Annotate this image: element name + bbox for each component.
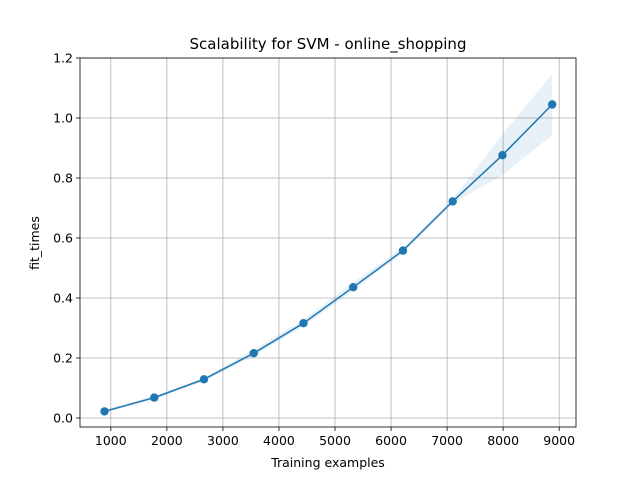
x-tick-label: 4000 (263, 433, 295, 448)
x-tick-label: 7000 (431, 433, 463, 448)
series-line (104, 103, 553, 413)
series-line-layer (104, 103, 553, 413)
axes-frame (79, 57, 577, 428)
data-point (498, 151, 507, 160)
data-point (448, 197, 457, 206)
y-tick-label: 1.0 (53, 111, 73, 126)
confidence-band-layer (104, 73, 553, 413)
y-tick-label: 0.8 (53, 171, 73, 186)
x-tick-label: 1000 (95, 433, 127, 448)
x-tick-label: 8000 (487, 433, 519, 448)
y-tick-label: 0.2 (53, 351, 73, 366)
data-point (349, 283, 358, 292)
y-tick-label: 0.4 (53, 291, 73, 306)
x-tick-label: 2000 (151, 433, 183, 448)
chart-title: Scalability for SVM - online_shopping (190, 35, 467, 54)
y-tick-label: 0.6 (53, 231, 73, 246)
data-point (249, 349, 258, 358)
series-points-layer (100, 100, 557, 416)
data-point (547, 100, 557, 109)
x-tick-label: 6000 (375, 433, 407, 448)
x-tick-label: 9000 (543, 433, 575, 448)
y-tick-label: 1.2 (53, 51, 73, 66)
y-axis-label: fit_times (27, 216, 42, 270)
x-tick-label: 5000 (319, 433, 351, 448)
y-tick-label: 0.0 (53, 411, 73, 426)
x-axis-label: Training examples (270, 455, 385, 470)
confidence-band (104, 73, 553, 413)
data-point (398, 246, 408, 255)
data-point (299, 319, 308, 328)
axes-frame-layer (79, 57, 577, 428)
data-point (150, 393, 159, 402)
x-tick-label: 3000 (207, 433, 239, 448)
data-point (199, 375, 209, 384)
grid-layer (80, 57, 576, 427)
data-point (100, 407, 109, 416)
ticks-layer: 1000 2000 3000 4000 5000 6000 7000 8000 9000 0.0 0… (53, 51, 575, 449)
